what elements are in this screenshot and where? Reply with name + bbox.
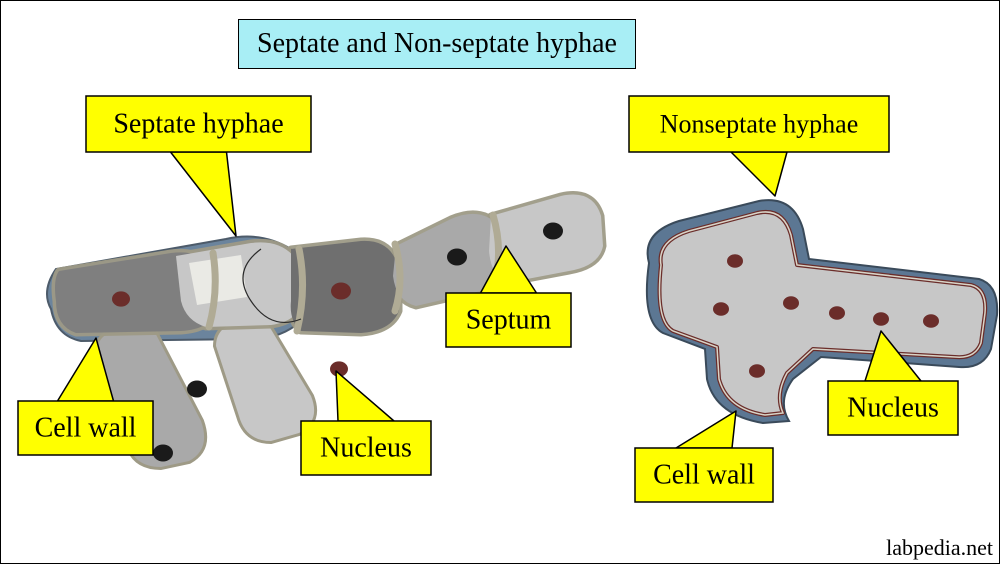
diagram-canvas: Septate and Non-septate hyphae Septate h…	[0, 0, 1000, 564]
svg-text:Nonseptate hyphae: Nonseptate hyphae	[660, 110, 859, 139]
svg-text:Cell wall: Cell wall	[653, 460, 755, 491]
callout-septate-hyphae: Septate hyphae	[86, 96, 311, 236]
svg-text:Septate hyphae: Septate hyphae	[113, 109, 283, 140]
callout-nonseptate-hyphae: Nonseptate hyphae	[629, 96, 889, 196]
svg-text:Nucleus: Nucleus	[320, 433, 412, 464]
svg-text:Septum: Septum	[466, 305, 552, 336]
svg-text:Cell wall: Cell wall	[35, 413, 137, 444]
svg-text:Nucleus: Nucleus	[847, 393, 939, 424]
callout-nucleus-left: Nucleus	[301, 371, 431, 475]
callout-cell-wall-right: Cell wall	[635, 411, 773, 502]
source-credit: labpedia.net	[886, 535, 993, 561]
diagram-svg: Septate hyphae Nonseptate hyphae Cell wall…	[1, 1, 1000, 564]
